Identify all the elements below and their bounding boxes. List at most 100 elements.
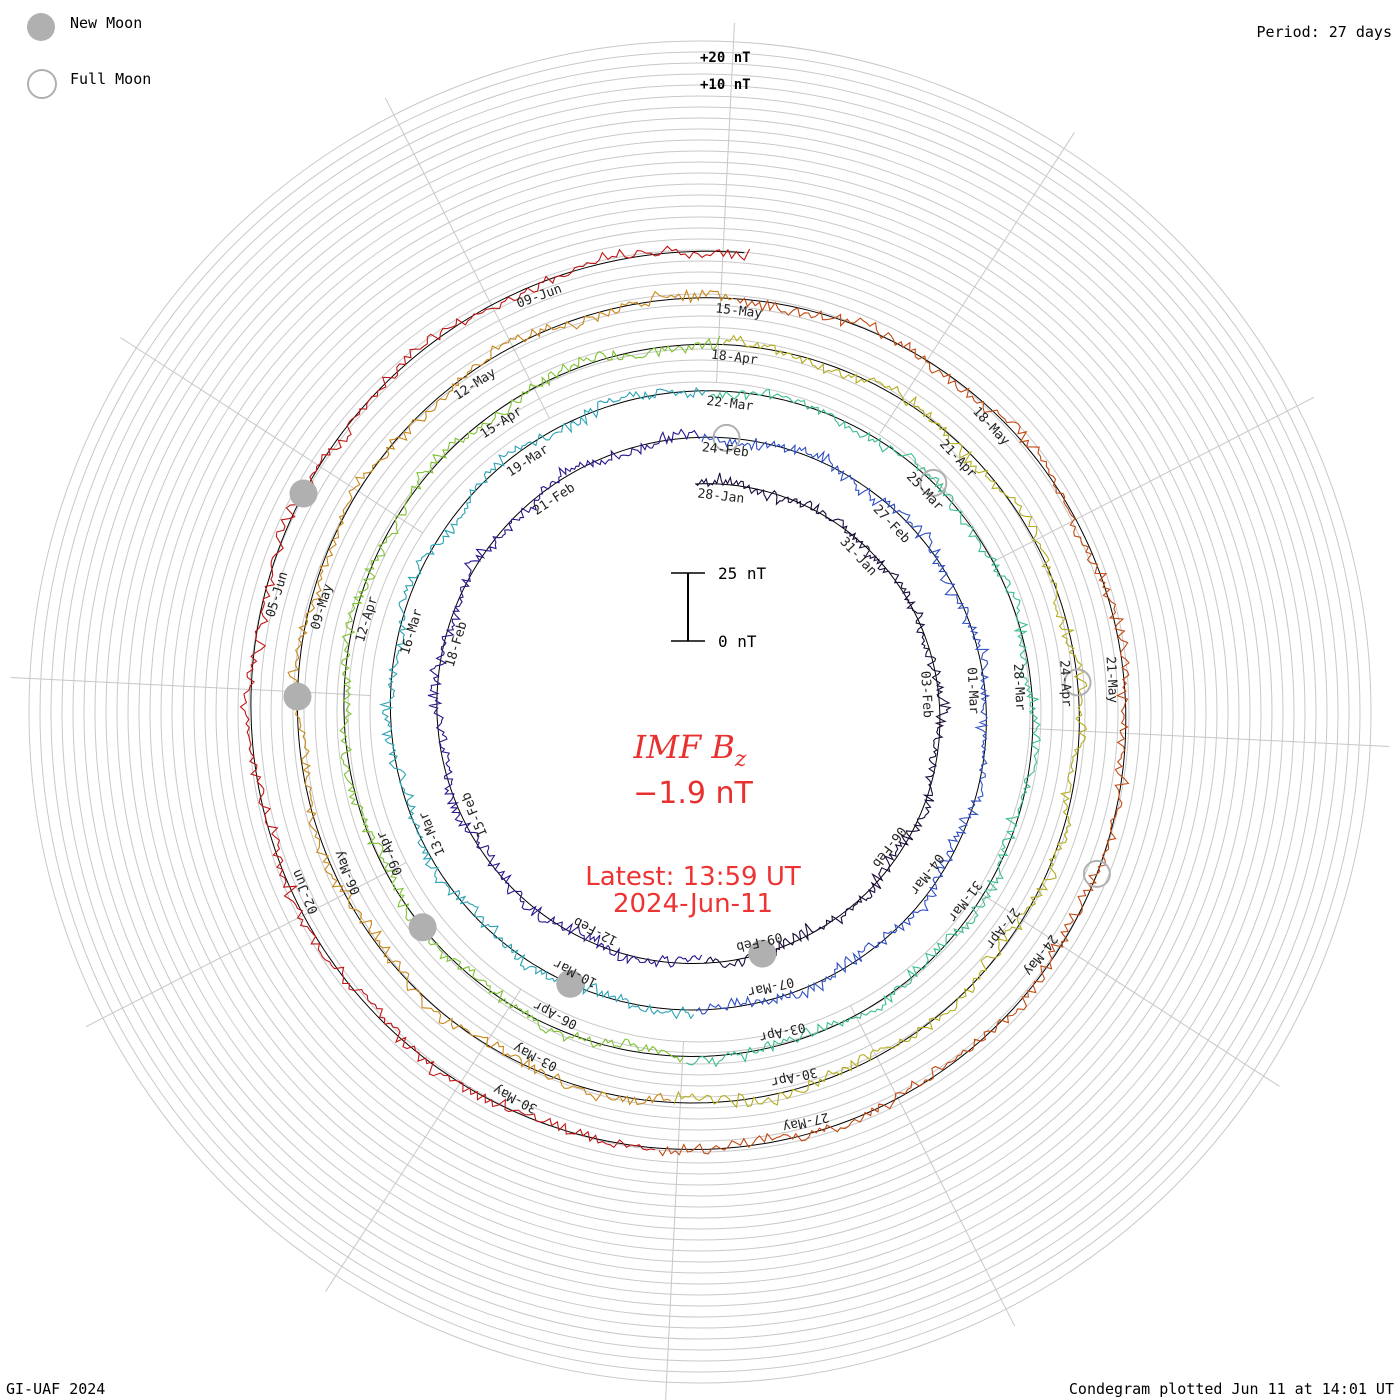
trace-segment — [658, 297, 1130, 1157]
data-traces — [239, 245, 1130, 1157]
date-label: 13-Mar — [416, 809, 448, 858]
legend-full-moon: Full Moon — [70, 70, 152, 88]
grid-ring — [127, 139, 1273, 1285]
trace-segment — [239, 245, 751, 1151]
grid-ring — [149, 161, 1251, 1263]
grid-ring — [116, 128, 1284, 1296]
center-readout: IMF Bz −1.9 nT Latest: 13:59 UT 2024-Jun… — [585, 728, 801, 919]
grid-ring — [182, 194, 1218, 1230]
grid-ring — [72, 84, 1328, 1340]
trace-segment — [378, 386, 709, 1020]
grid-ring — [281, 293, 1119, 1131]
current-value: −1.9 nT — [633, 776, 753, 811]
full-moon-marker — [712, 423, 741, 452]
date-label: 24-Feb — [701, 440, 750, 460]
period-label: Period: 27 days — [1256, 23, 1392, 41]
date-label: 27-Feb — [870, 502, 913, 547]
grid-spoke — [384, 97, 550, 419]
grid-spoke — [715, 22, 735, 383]
grid-ring — [325, 337, 1075, 1087]
grid-ring — [248, 260, 1152, 1164]
date-label: 31-Mar — [944, 877, 984, 924]
grid-ring — [160, 172, 1240, 1252]
grid-spoke — [976, 890, 1280, 1087]
ring-labels: +20 nT +10 nT — [700, 50, 751, 93]
grid-ring — [50, 62, 1350, 1362]
full-moon-marker — [1063, 668, 1092, 697]
grid-spoke — [993, 396, 1315, 562]
date-label: 24-Apr — [1056, 660, 1074, 708]
scale-top-label: 25 nT — [718, 564, 767, 583]
trace-segment — [339, 335, 721, 1064]
zero-baseline — [250, 250, 1127, 1150]
date-label: 19-Mar — [504, 442, 552, 480]
credit-label: GI-UAF 2024 — [6, 1380, 106, 1398]
full-moon-marker — [919, 468, 948, 497]
latest-date: 2024-Jun-11 — [613, 889, 773, 919]
trace-segment — [696, 433, 991, 1015]
grid-spoke — [325, 988, 522, 1292]
date-label: 22-Mar — [706, 394, 755, 414]
grid-ring — [28, 40, 1372, 1384]
grid-ring — [204, 216, 1196, 1208]
grid-ring — [94, 106, 1306, 1318]
grid-spoke — [665, 1041, 685, 1400]
date-label: 28-Mar — [1010, 663, 1028, 711]
date-label: 07-Mar — [746, 974, 795, 999]
new-moon-marker — [283, 682, 312, 711]
trace-segment — [695, 472, 952, 968]
plotted-timestamp: Condegram plotted Jun 11 at 14:01 UT — [1068, 1380, 1394, 1398]
full-moon-marker — [1082, 859, 1111, 888]
grid-spoke — [850, 1005, 1016, 1327]
new-moon-marker — [289, 479, 318, 508]
ring-grid — [10, 22, 1390, 1400]
date-label: 18-Apr — [710, 348, 759, 368]
grid-ring — [215, 227, 1185, 1197]
date-label: 21-Feb — [530, 480, 578, 518]
grid-ring — [193, 205, 1207, 1219]
grid-ring — [83, 95, 1317, 1329]
date-label: 06-Apr — [531, 997, 580, 1032]
date-label: 28-Jan — [697, 486, 745, 506]
grid-ring — [292, 304, 1108, 1120]
grid-ring — [138, 150, 1262, 1274]
full-moon-swatch — [27, 69, 57, 99]
date-label: 15-May — [715, 301, 764, 321]
trace-segment — [686, 388, 1042, 1068]
new-moon-marker — [556, 969, 585, 998]
date-label: 09-May — [308, 582, 336, 631]
date-label: 03-May — [511, 1039, 560, 1074]
date-label: 15-Feb — [459, 790, 491, 839]
ring-label-20: +20 nT — [700, 50, 751, 66]
grid-ring — [314, 326, 1086, 1098]
grid-ring — [270, 282, 1130, 1142]
grid-spoke — [1029, 727, 1390, 747]
grid-ring — [39, 51, 1361, 1373]
new-moon-marker — [748, 939, 777, 968]
date-label: 16-Mar — [398, 607, 426, 656]
trace-segment — [673, 334, 1088, 1109]
grid-ring — [303, 315, 1097, 1109]
date-label: 21-May — [1103, 656, 1121, 704]
date-label: 03-Feb — [917, 671, 935, 719]
legend-new-moon: New Moon — [70, 14, 143, 32]
grid-spoke — [120, 337, 424, 534]
new-moon-marker — [408, 913, 437, 942]
chart-title: IMF Bz — [633, 728, 747, 772]
grid-ring — [336, 348, 1064, 1076]
new-moon-swatch — [27, 13, 55, 41]
grid-spoke — [85, 862, 407, 1028]
grid-ring — [358, 370, 1042, 1054]
moon-markers — [283, 423, 1111, 998]
scale-bar: 25 nT 0 nT — [671, 564, 767, 651]
trace-segment — [427, 428, 703, 968]
date-label: 18-Feb — [443, 620, 471, 669]
trace-segment — [287, 288, 734, 1106]
grid-ring — [237, 249, 1163, 1175]
grid-ring — [105, 117, 1295, 1307]
date-label: 01-Mar — [964, 667, 982, 715]
grid-ring — [171, 183, 1229, 1241]
grid-ring — [259, 271, 1141, 1153]
date-label: 06-May — [332, 848, 364, 897]
